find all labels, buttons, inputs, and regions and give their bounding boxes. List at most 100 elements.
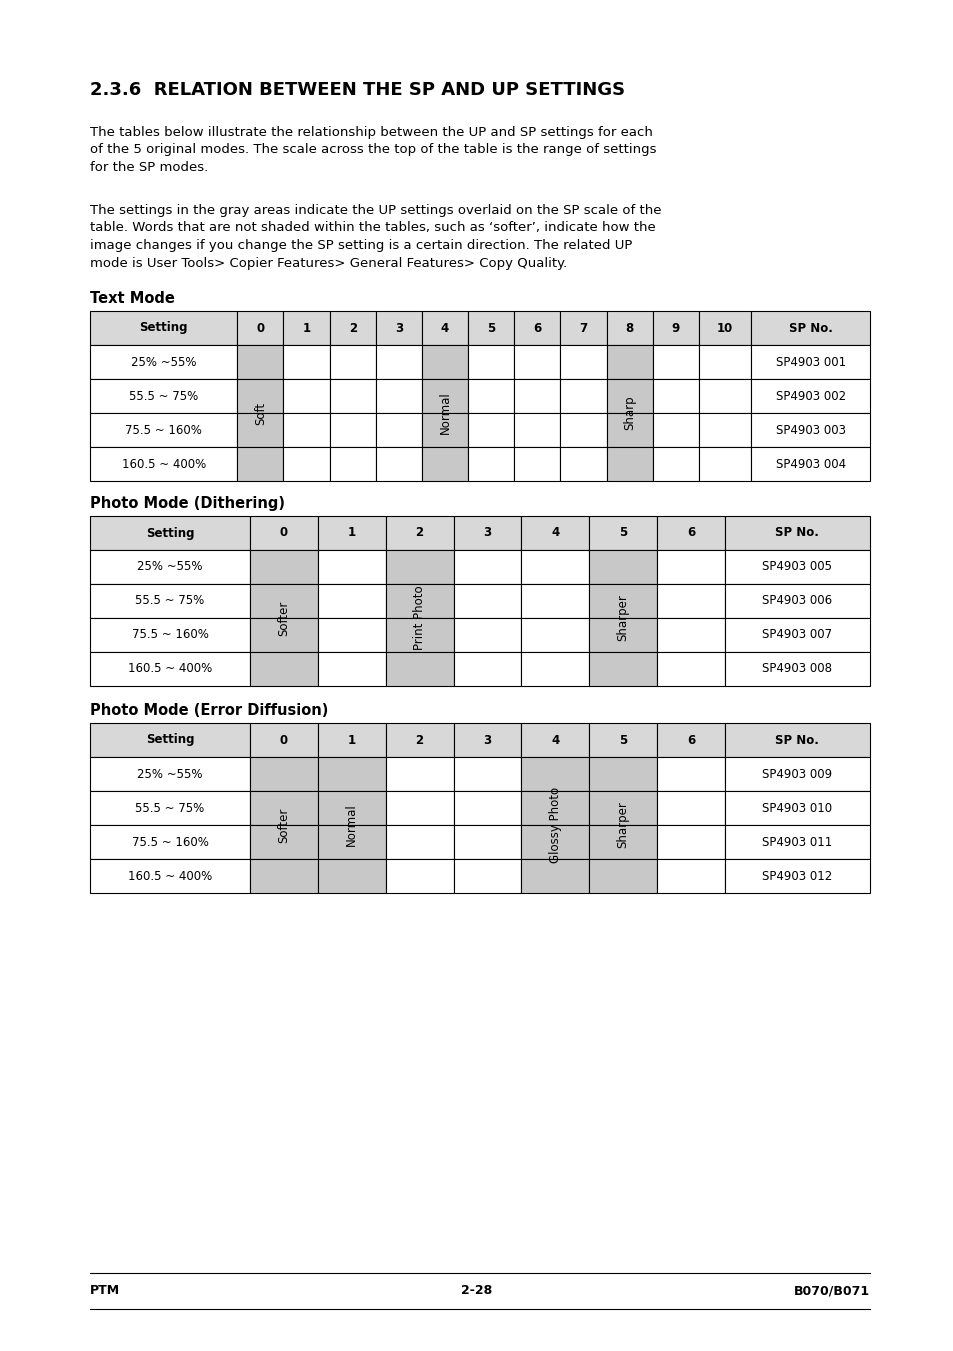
Bar [560,311,606,345]
Text: 55.5 ~ 75%: 55.5 ~ 75% [135,801,205,815]
Bar [385,825,453,859]
Bar [724,757,869,790]
Text: SP4903 011: SP4903 011 [761,835,832,848]
Bar [330,413,375,447]
Bar [657,723,724,757]
Bar [250,653,317,686]
Bar [521,825,589,859]
Bar [90,380,237,413]
Bar [652,413,699,447]
Text: 55.5 ~ 75%: 55.5 ~ 75% [135,594,205,608]
Bar [453,790,521,825]
Text: Sharp: Sharp [622,396,636,431]
Bar [453,617,521,653]
Text: 2: 2 [348,322,356,335]
Bar [317,516,385,550]
Bar [317,653,385,686]
Text: 4: 4 [440,322,449,335]
Bar [657,617,724,653]
Bar [699,447,751,481]
Bar [375,413,421,447]
Text: The tables below illustrate the relationship between the UP and SP settings for : The tables below illustrate the relation… [90,126,656,174]
Bar [375,311,421,345]
Text: 160.5 ~ 400%: 160.5 ~ 400% [128,662,212,676]
Bar [90,859,250,893]
Text: 6: 6 [686,527,695,539]
Bar [724,516,869,550]
Text: 4: 4 [551,527,558,539]
Bar [90,617,250,653]
Bar [724,653,869,686]
Text: 75.5 ~ 160%: 75.5 ~ 160% [132,628,209,642]
Bar [375,345,421,380]
Bar [330,345,375,380]
Bar [606,345,652,380]
Bar [514,380,560,413]
Text: Sharper: Sharper [616,594,629,642]
Text: The settings in the gray areas indicate the UP settings overlaid on the SP scale: The settings in the gray areas indicate … [90,204,660,269]
Bar [237,311,283,345]
Text: 5: 5 [487,322,495,335]
Bar [724,584,869,617]
Bar [317,617,385,653]
Bar [385,584,453,617]
Text: Text Mode: Text Mode [90,290,174,305]
Bar [250,723,317,757]
Text: B070/B071: B070/B071 [793,1285,869,1297]
Bar [657,584,724,617]
Text: SP4903 006: SP4903 006 [761,594,832,608]
Bar [652,345,699,380]
Bar [521,584,589,617]
Bar [283,413,330,447]
Bar [468,311,514,345]
Bar [657,859,724,893]
Text: SP4903 002: SP4903 002 [775,389,845,403]
Text: 1: 1 [302,322,311,335]
Text: Setting: Setting [146,527,194,539]
Text: 160.5 ~ 400%: 160.5 ~ 400% [128,870,212,882]
Text: SP4903 003: SP4903 003 [775,423,844,436]
Bar [699,345,751,380]
Bar [283,447,330,481]
Text: SP4903 005: SP4903 005 [761,561,832,574]
Bar [385,617,453,653]
Text: SP No.: SP No. [775,527,819,539]
Text: 9: 9 [671,322,679,335]
Bar [453,757,521,790]
Bar [724,723,869,757]
Bar [521,757,589,790]
Text: 5: 5 [618,527,626,539]
Bar [589,584,657,617]
Bar [453,653,521,686]
Bar [589,723,657,757]
Bar [90,584,250,617]
Bar [385,859,453,893]
Text: 2: 2 [416,734,423,747]
Bar [385,723,453,757]
Text: 160.5 ~ 400%: 160.5 ~ 400% [121,458,206,470]
Bar [514,345,560,380]
Bar [250,825,317,859]
Bar [468,380,514,413]
Bar [317,825,385,859]
Bar [90,550,250,584]
Bar [521,790,589,825]
Bar [521,516,589,550]
Bar [237,345,283,380]
Bar [606,413,652,447]
Bar [385,790,453,825]
Text: Soft: Soft [253,401,267,424]
Bar [250,757,317,790]
Text: 0: 0 [256,322,264,335]
Text: SP4903 008: SP4903 008 [761,662,832,676]
Bar [453,859,521,893]
Bar [375,447,421,481]
Bar [283,311,330,345]
Bar [724,859,869,893]
Bar [453,723,521,757]
Text: Sharper: Sharper [616,801,629,848]
Bar [90,447,237,481]
Bar [657,825,724,859]
Text: 3: 3 [395,322,402,335]
Text: 25% ~55%: 25% ~55% [137,561,203,574]
